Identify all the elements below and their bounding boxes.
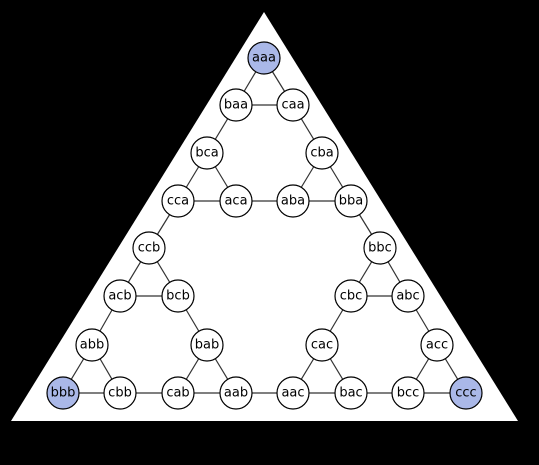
node-label-baa: baa (224, 98, 248, 113)
nodes-layer: aaa baa caa bca cba cca aca aba bba ccb bbc acb bcb c… (46, 41, 483, 410)
node-label-cba: cba (310, 146, 333, 161)
node-circle-aac (276, 376, 310, 410)
node-label-aba: aba (281, 194, 305, 209)
node-caa: caa (276, 88, 310, 122)
node-circle-cbc (334, 279, 368, 313)
node-label-bbc: bbc (368, 241, 392, 256)
node-aba: aba (276, 184, 310, 218)
node-circle-aaa (247, 41, 281, 75)
node-label-bab: bab (195, 338, 219, 353)
node-circle-cca (161, 184, 195, 218)
node-label-cbc: cbc (340, 289, 363, 304)
node-label-caa: caa (281, 98, 304, 113)
node-bbc: bbc (363, 231, 397, 265)
node-label-acc: acc (426, 338, 448, 353)
node-circle-bca (190, 136, 224, 170)
node-label-cbb: cbb (108, 386, 132, 401)
node-circle-ccc (449, 376, 483, 410)
node-label-aca: aca (224, 194, 247, 209)
node-circle-bac (334, 376, 368, 410)
node-label-aaa: aaa (252, 51, 276, 66)
node-aaa: aaa (247, 41, 281, 75)
node-label-cca: cca (167, 194, 189, 209)
node-bbb: bbb (46, 376, 80, 410)
node-circle-bba (334, 184, 368, 218)
node-baa: baa (219, 88, 253, 122)
node-cca: cca (161, 184, 195, 218)
node-circle-abb (75, 328, 109, 362)
node-cbc: cbc (334, 279, 368, 313)
node-label-abb: abb (80, 338, 104, 353)
node-cba: cba (305, 136, 339, 170)
node-circle-aab (219, 376, 253, 410)
node-label-cab: cab (166, 386, 189, 401)
node-label-aab: aab (224, 386, 248, 401)
node-circle-ccb (132, 231, 166, 265)
node-label-bbb: bbb (51, 386, 76, 401)
node-circle-cac (305, 328, 339, 362)
node-circle-acb (103, 279, 137, 313)
node-label-bba: bba (339, 194, 363, 209)
node-ccc: ccc (449, 376, 483, 410)
node-circle-acc (420, 328, 454, 362)
triangle-background (11, 12, 518, 421)
node-circle-bbb (46, 376, 80, 410)
node-label-bcc: bcc (397, 386, 420, 401)
node-bcc: bcc (391, 376, 425, 410)
node-abb: abb (75, 328, 109, 362)
node-circle-cab (161, 376, 195, 410)
node-circle-abc (391, 279, 425, 313)
node-aac: aac (276, 376, 310, 410)
node-label-acb: acb (108, 289, 131, 304)
node-bba: bba (334, 184, 368, 218)
node-circle-bbc (363, 231, 397, 265)
node-label-aac: aac (281, 386, 304, 401)
node-circle-aba (276, 184, 310, 218)
node-cab: cab (161, 376, 195, 410)
node-circle-baa (219, 88, 253, 122)
node-aab: aab (219, 376, 253, 410)
node-cbb: cbb (103, 376, 137, 410)
node-label-bcb: bcb (166, 289, 190, 304)
node-ccb: ccb (132, 231, 166, 265)
node-aca: aca (219, 184, 253, 218)
node-label-ccc: ccc (455, 386, 476, 401)
node-circle-bab (190, 328, 224, 362)
node-label-ccb: ccb (138, 241, 161, 256)
node-circle-bcb (161, 279, 195, 313)
node-acb: acb (103, 279, 137, 313)
node-bca: bca (190, 136, 224, 170)
node-circle-aca (219, 184, 253, 218)
node-bac: bac (334, 376, 368, 410)
node-bcb: bcb (161, 279, 195, 313)
node-abc: abc (391, 279, 425, 313)
node-label-abc: abc (396, 289, 419, 304)
node-cac: cac (305, 328, 339, 362)
node-label-cac: cac (311, 338, 333, 353)
node-bab: bab (190, 328, 224, 362)
node-label-bac: bac (339, 386, 362, 401)
node-circle-cbb (103, 376, 137, 410)
node-circle-cba (305, 136, 339, 170)
node-circle-bcc (391, 376, 425, 410)
node-acc: acc (420, 328, 454, 362)
node-circle-caa (276, 88, 310, 122)
node-label-bca: bca (195, 146, 218, 161)
